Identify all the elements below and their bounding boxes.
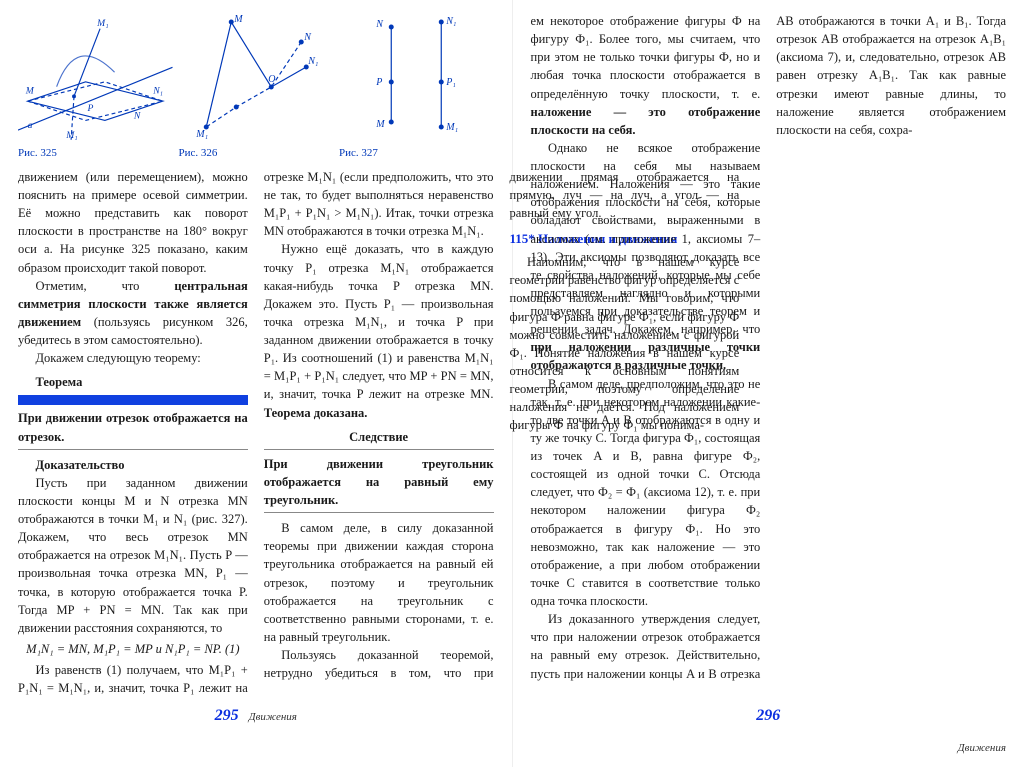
page-footer: 296 xyxy=(531,704,1007,727)
fig-325: M₁ M N₁ N Pa M₁ xyxy=(18,12,173,142)
fig-326: M M₁ O N₁ N xyxy=(179,12,334,142)
para: ем некоторое отображение фигуры Ф на фиг… xyxy=(531,12,761,139)
theorem-label: Теорема xyxy=(18,373,248,391)
formula: M₁N₁ = MN, M₁P₁ = MP и N₁P₁ = NP. (1) xyxy=(18,640,248,658)
para: Докажем следующую теорему: xyxy=(18,349,248,367)
footer-text: Движения xyxy=(958,741,1006,757)
page-right: ем некоторое отображение фигуры Ф на фиг… xyxy=(513,0,1024,767)
svg-text:M: M xyxy=(233,14,243,25)
corollary-head: Следствие xyxy=(264,428,494,446)
page-number: 296 xyxy=(756,704,780,727)
para: Пусть при заданном движении плоскости ко… xyxy=(18,474,248,637)
para: Нужно ещё доказать, что в каждую точку P… xyxy=(264,240,494,421)
para: движением (или перемещением), можно пояс… xyxy=(18,168,248,277)
svg-text:M₁: M₁ xyxy=(96,18,108,29)
figcap-325: Рис. 325 xyxy=(18,146,173,162)
page-number: 295 xyxy=(215,704,239,727)
svg-text:P: P xyxy=(87,103,94,114)
figcap-327: Рис. 327 xyxy=(339,146,494,162)
figure-captions: Рис. 325 Рис. 326 Рис. 327 xyxy=(18,146,494,162)
svg-text:M: M xyxy=(375,119,385,130)
theorem-bar xyxy=(18,395,248,405)
svg-text:O: O xyxy=(268,74,275,85)
svg-text:M: M xyxy=(25,85,35,96)
para: Однако не всякое отображение плоскости н… xyxy=(531,139,761,375)
fig-327: N P M N₁ P₁ M₁ xyxy=(339,12,494,142)
svg-text:M₁: M₁ xyxy=(195,129,208,140)
page-footer: 295 Движения xyxy=(18,704,494,727)
para: В самом деле, в силу доказанной теоремы … xyxy=(264,519,494,646)
svg-text:N₁: N₁ xyxy=(152,85,163,96)
svg-text:a: a xyxy=(28,120,33,131)
corollary-text: При движении треугольник отображается на… xyxy=(264,455,494,513)
page-left: M₁ M N₁ N Pa M₁ M M₁ O N₁ xyxy=(0,0,513,767)
svg-text:N: N xyxy=(133,111,141,122)
figure-row: M₁ M N₁ N Pa M₁ M M₁ O N₁ xyxy=(18,12,494,142)
svg-text:N: N xyxy=(375,19,384,30)
footer-text: Движения xyxy=(249,710,297,726)
para: В самом деле, предположим, что это не та… xyxy=(531,375,761,611)
svg-text:P: P xyxy=(375,77,382,88)
svg-text:M₁: M₁ xyxy=(445,122,458,133)
theorem-text: При движении отрезок отображается на отр… xyxy=(18,409,248,449)
svg-text:P₁: P₁ xyxy=(445,77,456,88)
svg-text:N₁: N₁ xyxy=(307,56,318,67)
para: Отметим, что центральная симметрия плоск… xyxy=(18,277,248,350)
svg-text:N: N xyxy=(303,32,312,43)
figcap-326: Рис. 326 xyxy=(179,146,334,162)
svg-text:M₁: M₁ xyxy=(65,130,77,141)
svg-text:N₁: N₁ xyxy=(445,16,456,27)
proof-label: Доказательство xyxy=(18,456,248,474)
